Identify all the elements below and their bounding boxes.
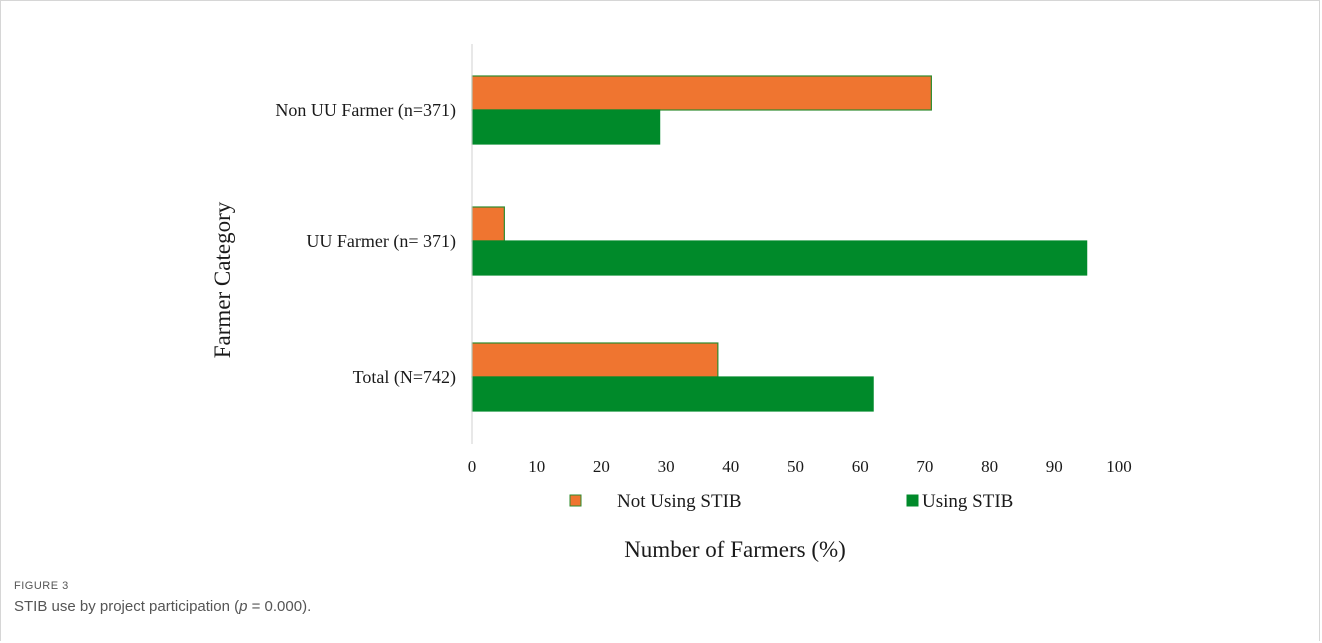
x-tick-40: 40 [722,457,739,476]
x-tick-80: 80 [981,457,998,476]
x-tick-30: 30 [658,457,675,476]
bar-not-using-2 [471,342,719,378]
x-tick-50: 50 [787,457,804,476]
bars-group [471,75,1088,412]
caption-text-before: STIB use by project participation ( [14,598,240,615]
x-tick-90: 90 [1046,457,1063,476]
category-label-0: Non UU Farmer (n=371) [275,100,456,121]
bar-not-using-0 [471,75,932,111]
legend-label-1: Using STIB [922,491,1013,512]
x-tick-0: 0 [468,457,477,476]
legend: Not Using STIB Using STIB [569,491,1013,512]
category-label-1: UU Farmer (n= 371) [306,231,456,252]
caption-text-after: = 0.000). [247,598,312,615]
legend-swatch-0 [569,494,582,507]
bar-using-2 [471,376,874,412]
x-tick-60: 60 [852,457,869,476]
category-labels: Non UU Farmer (n=371) UU Farmer (n= 371) T… [275,100,456,388]
bar-not-using-1 [471,206,505,242]
y-axis-title: Farmer Category [210,201,235,358]
bar-chart: Non UU Farmer (n=371) UU Farmer (n= 371) T… [210,44,1132,562]
x-tick-100: 100 [1106,457,1132,476]
bar-using-1 [471,240,1088,276]
figure-caption: STIB use by project participation (p = 0… [14,598,311,615]
x-axis-title: Number of Farmers (%) [624,537,846,562]
x-tick-10: 10 [528,457,545,476]
bar-using-0 [471,109,661,145]
caption-p-symbol: p [239,598,248,615]
figure-label: FIGURE 3 [14,580,69,592]
x-tick-70: 70 [916,457,933,476]
legend-label-0: Not Using STIB [617,491,742,512]
x-tick-20: 20 [593,457,610,476]
x-tick-labels: 0 10 20 30 40 50 60 70 80 90 100 [468,457,1132,476]
legend-swatch-1 [906,494,919,507]
category-label-2: Total (N=742) [353,367,456,388]
